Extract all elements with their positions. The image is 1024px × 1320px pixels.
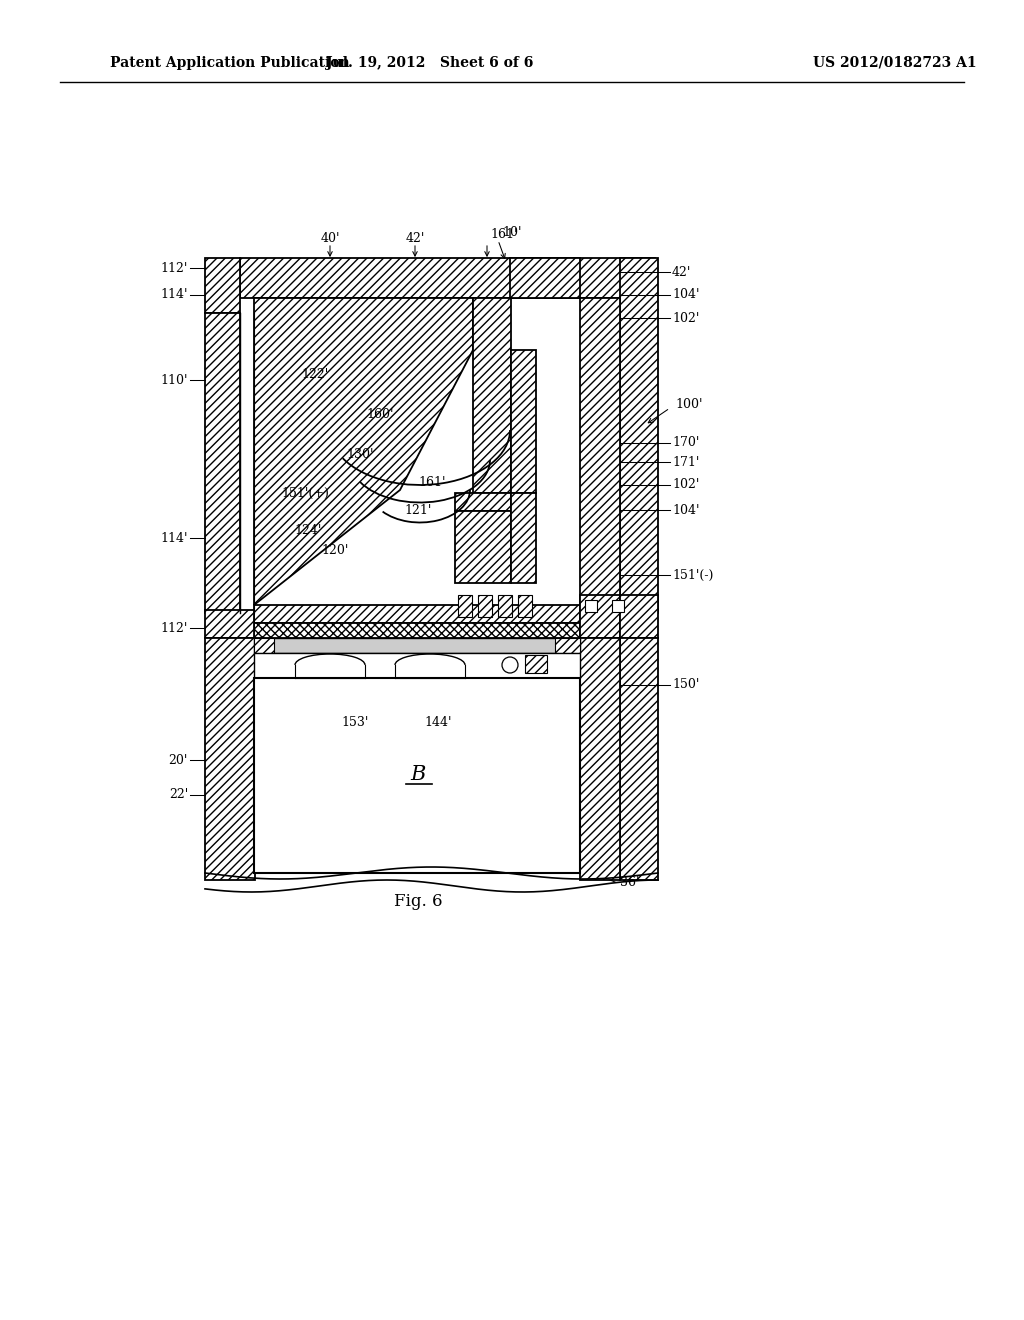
Bar (518, 595, 532, 616)
Bar (205, 638, 255, 880)
Text: 110': 110' (161, 374, 188, 387)
Bar (580, 298, 620, 612)
Text: 144': 144' (424, 717, 452, 730)
Bar (525, 655, 547, 673)
Bar (612, 601, 624, 612)
Text: 40': 40' (321, 231, 340, 244)
Text: 102': 102' (672, 479, 699, 491)
Text: 151'(-): 151'(-) (672, 569, 714, 582)
Bar (254, 638, 580, 653)
Bar (580, 595, 620, 638)
Text: US 2012/0182723 A1: US 2012/0182723 A1 (813, 55, 977, 70)
Text: 104': 104' (672, 503, 699, 516)
Bar (205, 257, 240, 313)
Text: 124': 124' (294, 524, 322, 536)
Text: 10': 10' (502, 227, 521, 239)
Bar (511, 350, 536, 492)
Bar (585, 601, 597, 612)
Text: 114': 114' (161, 289, 188, 301)
Text: 171': 171' (672, 455, 699, 469)
Bar (240, 257, 655, 298)
Text: 42': 42' (406, 231, 425, 244)
Bar (580, 638, 620, 880)
Bar (254, 638, 274, 653)
Bar (205, 610, 254, 638)
Bar (254, 623, 580, 638)
Text: 120': 120' (322, 544, 349, 557)
Text: Patent Application Publication: Patent Application Publication (110, 55, 349, 70)
Bar (254, 678, 580, 873)
Text: 150': 150' (672, 678, 699, 692)
Text: 112': 112' (161, 261, 188, 275)
Bar (455, 511, 511, 583)
Text: B: B (411, 766, 426, 784)
Text: Jul. 19, 2012   Sheet 6 of 6: Jul. 19, 2012 Sheet 6 of 6 (327, 55, 534, 70)
Bar (455, 492, 511, 511)
Text: 161': 161' (418, 475, 445, 488)
Bar (620, 595, 658, 638)
Bar (473, 298, 511, 492)
Bar (205, 313, 240, 612)
Text: 160': 160' (367, 408, 394, 421)
Text: 20': 20' (169, 754, 188, 767)
Text: 122': 122' (301, 368, 329, 381)
Text: 114': 114' (161, 532, 188, 544)
Text: 36': 36' (620, 875, 640, 888)
Text: 112': 112' (161, 622, 188, 635)
Bar (458, 595, 472, 616)
Text: 100': 100' (675, 399, 702, 412)
Text: 102': 102' (672, 312, 699, 325)
Text: 130': 130' (346, 449, 374, 462)
Bar (478, 595, 492, 616)
Bar (510, 257, 580, 298)
Bar (555, 638, 580, 653)
Text: 22': 22' (169, 788, 188, 801)
Bar (254, 653, 580, 678)
Text: 161': 161' (490, 228, 517, 242)
Bar (620, 638, 658, 880)
Bar (620, 257, 658, 612)
Text: 104': 104' (672, 289, 699, 301)
Bar (511, 492, 536, 583)
Text: 121': 121' (404, 503, 432, 516)
Text: 42': 42' (672, 265, 691, 279)
Polygon shape (254, 298, 473, 605)
Text: 153': 153' (341, 717, 369, 730)
Text: 151'(+): 151'(+) (281, 487, 329, 499)
Bar (254, 605, 580, 623)
Text: 170': 170' (672, 437, 699, 450)
Bar (498, 595, 512, 616)
Text: Fig. 6: Fig. 6 (394, 894, 442, 911)
